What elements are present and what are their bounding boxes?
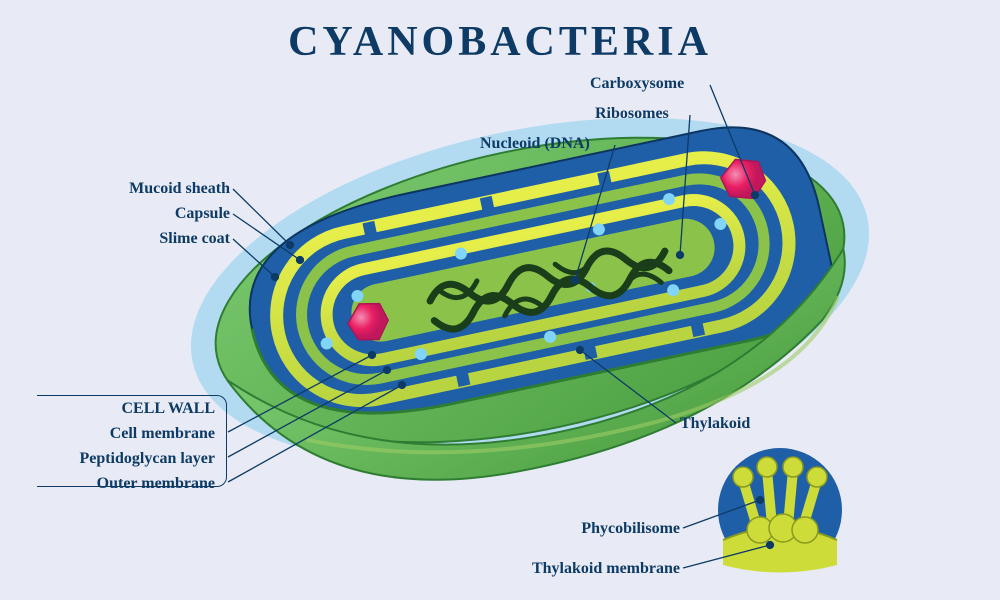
label-ribosomes: Ribosomes <box>595 105 669 123</box>
label-thylakoid-membrane: Thylakoid membrane <box>532 560 680 578</box>
label-peptidoglycan-layer: Peptidoglycan layer <box>79 450 215 468</box>
label-thylakoid: Thylakoid <box>680 415 750 433</box>
label-cell-wall-header: CELL WALL <box>121 400 215 418</box>
label-cell-membrane: Cell membrane <box>110 425 215 443</box>
label-outer-membrane: Outer membrane <box>97 475 215 493</box>
label-phycobilisome: Phycobilisome <box>581 520 680 538</box>
label-carboxysome: Carboxysome <box>590 75 684 93</box>
label-capsule: Capsule <box>175 205 230 223</box>
label-nucleoid-dna: Nucleoid (DNA) <box>480 135 590 153</box>
label-mucoid-sheath: Mucoid sheath <box>129 180 230 198</box>
label-slime-coat: Slime coat <box>159 230 230 248</box>
thylakoid-detail-inset <box>705 435 855 585</box>
